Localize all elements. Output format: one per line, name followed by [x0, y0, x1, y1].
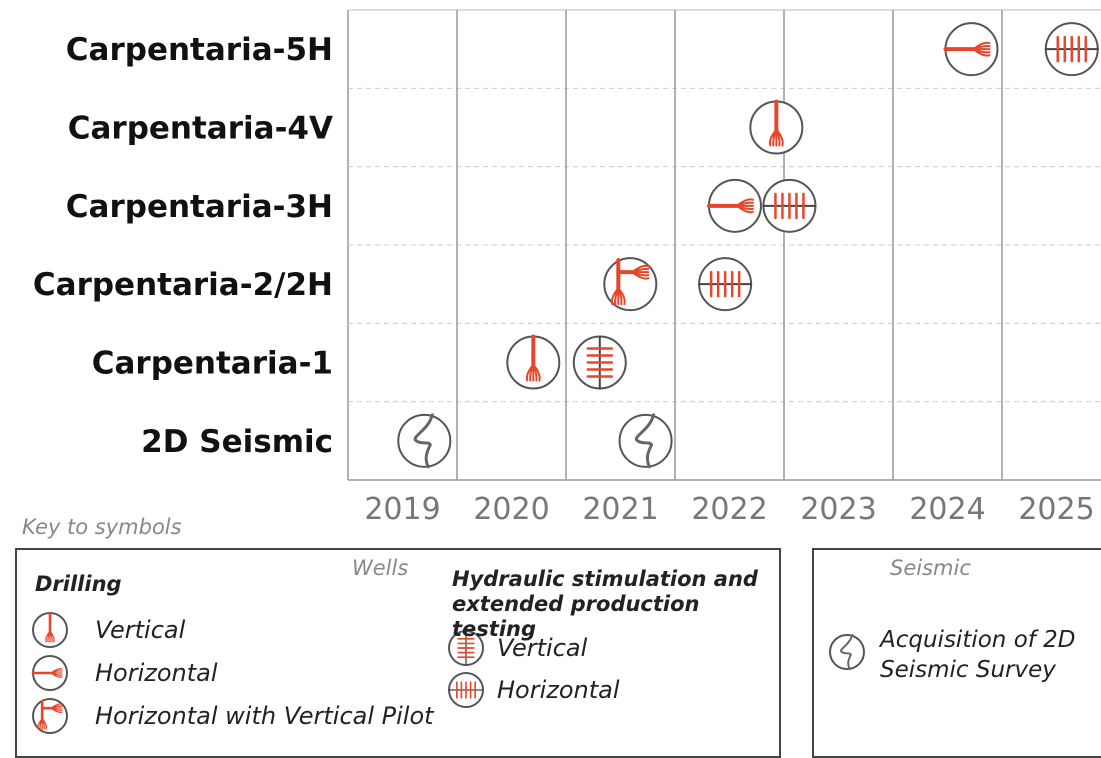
row-label: Carpentaria-4V	[68, 111, 333, 147]
row-label: Carpentaria-2/2H	[33, 267, 333, 303]
legend-symbol	[32, 611, 68, 648]
legend-label: Horizontal with Vertical Pilot	[95, 702, 434, 730]
symbol-stroke	[525, 363, 541, 382]
legend-group-title: Hydraulic stimulation and extended produ…	[452, 567, 758, 641]
legend-group-title: Drilling	[35, 572, 122, 596]
legend-symbol	[448, 630, 484, 666]
symbol-stroke	[631, 264, 650, 280]
x-tick-label: 2019	[364, 492, 440, 527]
row-label: 2D Seismic	[141, 424, 333, 460]
event-symbol	[943, 22, 999, 77]
legend-label: Vertical	[95, 616, 186, 644]
row-label: Carpentaria-3H	[66, 189, 333, 225]
legend-panel-title: Seismic	[890, 556, 971, 580]
event-symbol	[1044, 22, 1099, 77]
row-label: Carpentaria-1	[92, 346, 333, 382]
symbol-stroke	[586, 347, 614, 378]
symbol-stroke	[735, 198, 754, 214]
event-symbol	[698, 257, 753, 312]
event-symbol	[618, 413, 673, 469]
symbol-stroke	[634, 413, 656, 469]
symbol-stroke	[50, 703, 63, 713]
x-tick-label: 2022	[691, 492, 767, 527]
symbol-circle	[397, 413, 452, 468]
legend-symbol	[31, 655, 68, 691]
x-tick-label: 2024	[909, 492, 985, 527]
symbol-stroke	[768, 128, 784, 147]
symbol-stroke	[972, 41, 991, 57]
event-symbol	[506, 334, 561, 390]
legend-label: Horizontal	[497, 676, 620, 704]
symbol-stroke	[457, 638, 475, 658]
symbol-stroke	[840, 634, 854, 670]
x-tick-label: 2025	[1018, 492, 1094, 527]
event-symbol	[397, 413, 452, 469]
event-symbol	[706, 178, 762, 233]
x-tick-label: 2020	[473, 492, 549, 527]
event-symbol	[749, 99, 804, 155]
legend-panel-title: Wells	[352, 556, 409, 580]
symbol-stroke	[456, 681, 476, 699]
symbol-stroke	[709, 270, 741, 298]
symbol-stroke	[37, 717, 47, 730]
legend-label: Acquisition of 2D Seismic Survey	[880, 627, 1076, 683]
symbol-stroke	[610, 287, 626, 306]
event-symbol	[572, 335, 627, 390]
legend-title: Key to symbols	[22, 515, 182, 539]
event-symbol	[762, 178, 817, 233]
legend-symbol	[448, 672, 484, 708]
legend-label: Vertical	[497, 634, 588, 662]
row-label: Carpentaria-5H	[66, 32, 333, 68]
symbol-circle	[829, 634, 865, 670]
legend-symbol	[32, 698, 68, 734]
symbol-stroke	[413, 413, 434, 469]
symbol-stroke	[45, 630, 55, 643]
symbol-stroke	[774, 192, 805, 220]
event-symbol	[603, 257, 658, 312]
symbol-stroke	[50, 668, 63, 678]
x-tick-label: 2021	[582, 492, 658, 527]
x-tick-label: 2023	[800, 492, 876, 527]
legend-label: Horizontal	[95, 659, 218, 687]
symbol-circle	[618, 413, 673, 468]
symbol-stroke	[1056, 35, 1088, 63]
legend-symbol	[829, 634, 865, 670]
